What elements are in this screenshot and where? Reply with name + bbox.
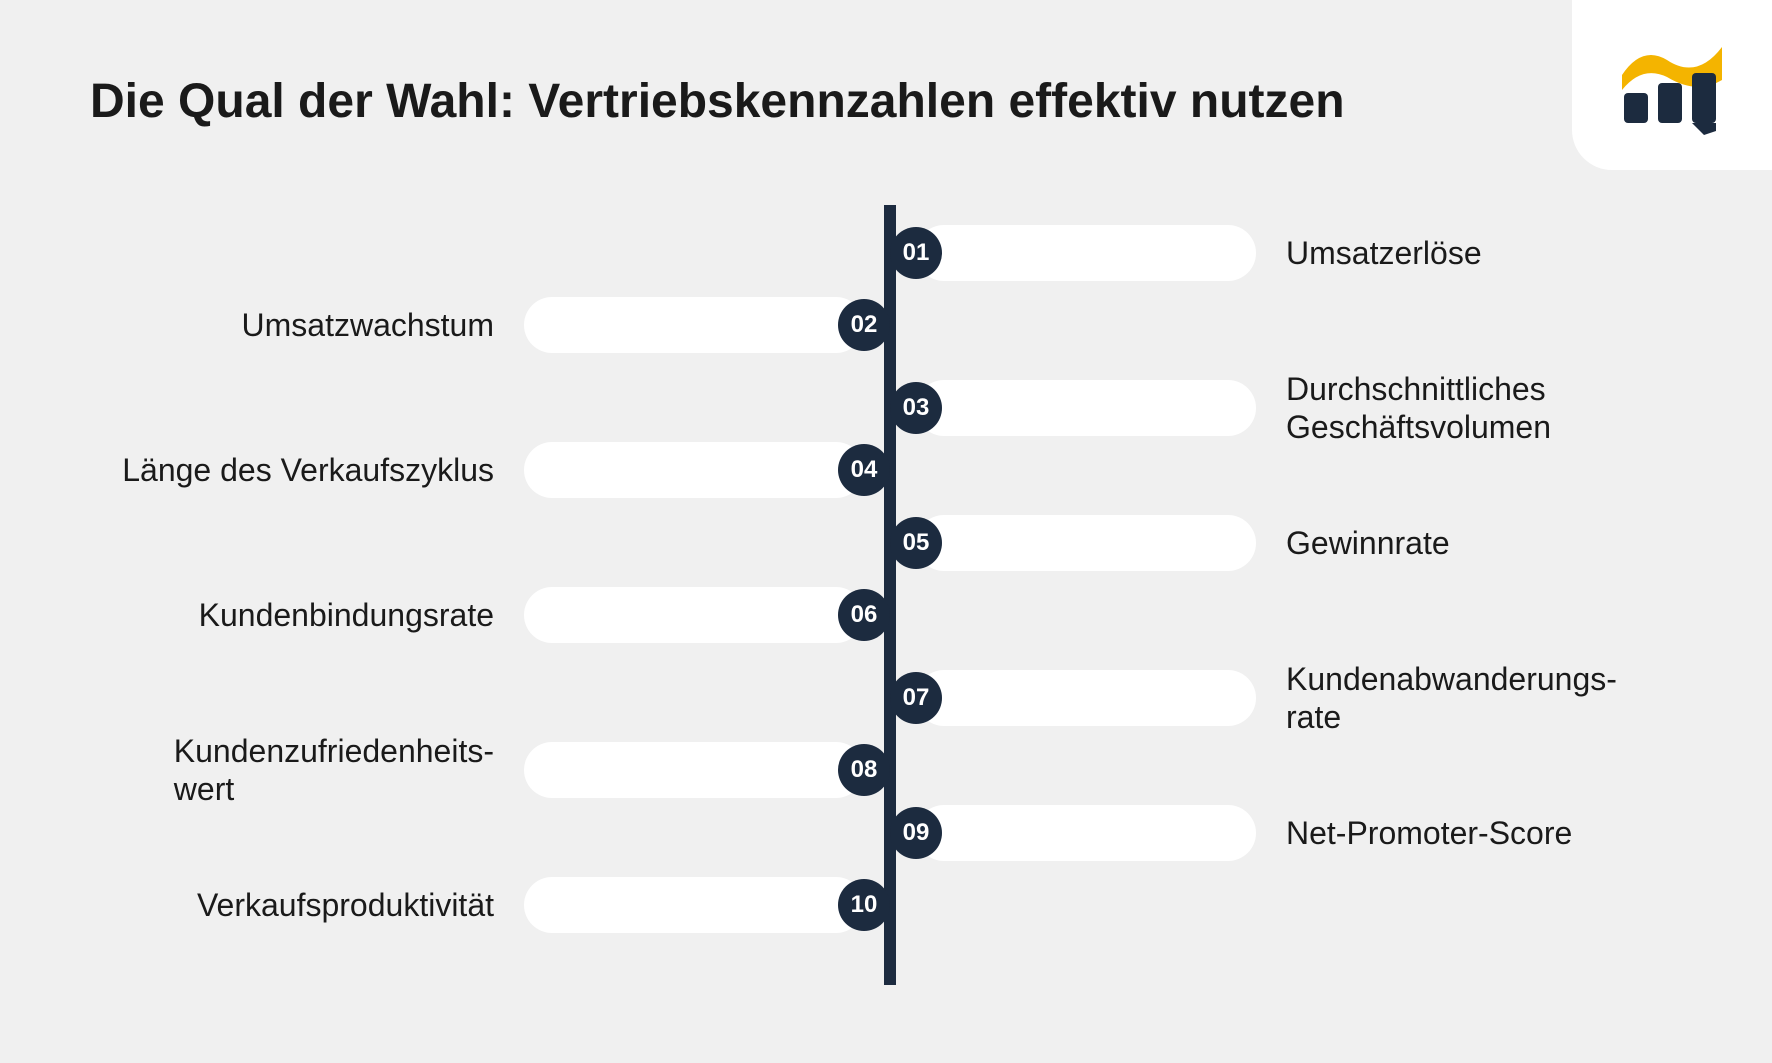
timeline-badge: 01 — [890, 227, 942, 279]
timeline-pill — [916, 380, 1256, 436]
timeline-badge: 02 — [838, 299, 890, 351]
timeline-item-08: 08 Kundenzufriedenheits-wert — [174, 732, 890, 809]
timeline-badge: 07 — [890, 672, 942, 724]
timeline-item-02: 02 Umsatzwachstum — [242, 297, 891, 353]
timeline-item-10: 10 Verkaufsproduktivität — [197, 877, 890, 933]
timeline-badge: 04 — [838, 444, 890, 496]
timeline-label: Durchschnittliches Geschäftsvolumen — [1286, 370, 1686, 447]
timeline-item-05: 05 Gewinnrate — [890, 515, 1450, 571]
timeline-pill — [916, 225, 1256, 281]
logo-card — [1572, 0, 1772, 170]
timeline-pill — [916, 670, 1256, 726]
timeline-pill — [916, 805, 1256, 861]
timeline-item-01: 01 Umsatzerlöse — [890, 225, 1482, 281]
timeline-label: Kundenabwanderungs-rate — [1286, 660, 1617, 737]
timeline-label: Kundenzufriedenheits-wert — [174, 732, 494, 809]
timeline-label: Länge des Verkaufszyklus — [122, 451, 494, 489]
timeline-label: Umsatzwachstum — [242, 306, 495, 344]
timeline-item-09: 09 Net-Promoter-Score — [890, 805, 1572, 861]
page-title: Die Qual der Wahl: Vertriebskennzahlen e… — [90, 74, 1345, 129]
timeline-pill — [524, 877, 864, 933]
timeline-badge: 09 — [890, 807, 942, 859]
logo-icon — [1612, 35, 1732, 135]
timeline-badge: 08 — [838, 744, 890, 796]
timeline-item-07: 07 Kundenabwanderungs-rate — [890, 660, 1617, 737]
timeline-item-04: 04 Länge des Verkaufszyklus — [122, 442, 890, 498]
timeline-pill — [524, 297, 864, 353]
timeline-badge: 05 — [890, 517, 942, 569]
timeline-pill — [524, 442, 864, 498]
timeline-item-03: 03 Durchschnittliches Geschäftsvolumen — [890, 370, 1686, 447]
timeline-label: Net-Promoter-Score — [1286, 814, 1572, 852]
timeline-badge: 03 — [890, 382, 942, 434]
timeline-item-06: 06 Kundenbindungsrate — [199, 587, 890, 643]
timeline-label: Gewinnrate — [1286, 524, 1450, 562]
timeline-badge: 06 — [838, 589, 890, 641]
timeline-label: Verkaufsproduktivität — [197, 886, 494, 924]
timeline-label: Umsatzerlöse — [1286, 234, 1482, 272]
timeline-pill — [916, 515, 1256, 571]
timeline-pill — [524, 587, 864, 643]
timeline-pill — [524, 742, 864, 798]
timeline-badge: 10 — [838, 879, 890, 931]
timeline-label: Kundenbindungsrate — [199, 596, 494, 634]
